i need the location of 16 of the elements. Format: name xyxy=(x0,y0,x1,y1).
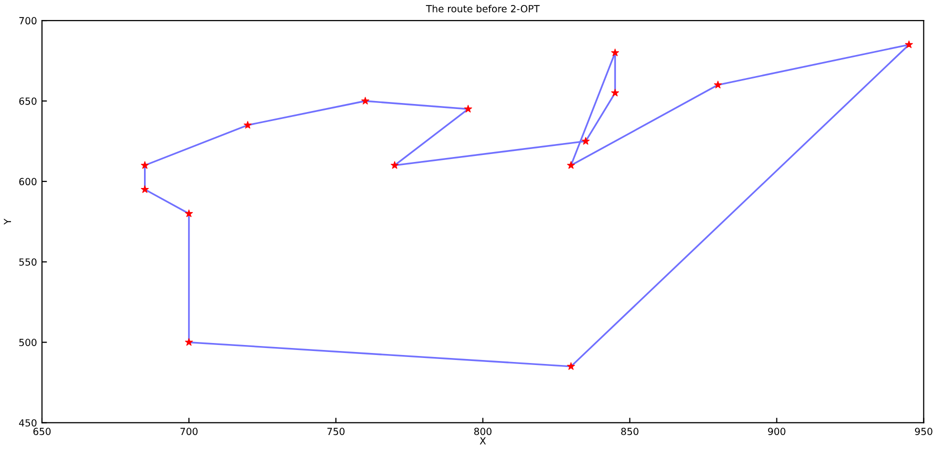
x-tick-label: 900 xyxy=(768,428,786,436)
chart-title: The route before 2-OPT xyxy=(426,4,540,12)
x-tick-label: 650 xyxy=(33,428,51,436)
y-tick-label: 700 xyxy=(19,17,36,24)
x-tick-label: 850 xyxy=(621,428,638,436)
y-axis-title: Y xyxy=(4,218,11,225)
x-tick-label: 800 xyxy=(474,428,492,436)
y-tick-label: 550 xyxy=(19,258,36,266)
y-tick-label: 650 xyxy=(19,97,36,105)
x-axis-title: X xyxy=(480,437,486,444)
y-tick-label: 500 xyxy=(19,338,36,346)
x-tick-label: 950 xyxy=(915,428,932,436)
x-tick-label: 750 xyxy=(327,428,345,436)
y-tick-label: 450 xyxy=(19,419,36,427)
x-tick-label: 700 xyxy=(180,428,198,436)
y-tick-label: 600 xyxy=(19,178,36,186)
